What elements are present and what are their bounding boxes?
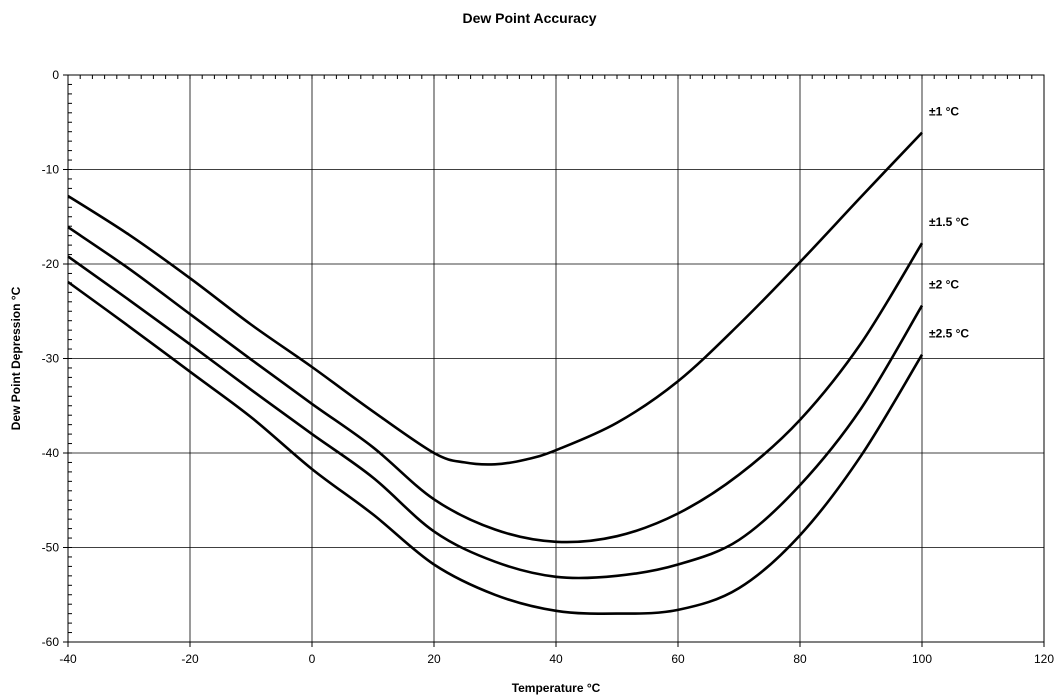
series-label-2: ±1.5 °C (929, 215, 969, 229)
x-tick-label: 120 (1034, 652, 1054, 666)
x-tick-label: 100 (912, 652, 932, 666)
series-line-1 (67, 131, 923, 466)
x-axis-title: Temperature °C (512, 681, 601, 695)
chart-title: Dew Point Accuracy (462, 10, 597, 26)
series-line-4 (67, 280, 924, 615)
series-line-2 (67, 226, 924, 544)
series-label-4: ±2.5 °C (929, 327, 969, 341)
y-tick-label: -50 (42, 541, 60, 555)
series-label-1: ±1 °C (929, 105, 959, 119)
y-tick-label: -20 (42, 257, 60, 271)
y-axis: 0 -10 -20 -30 -40 -50 -60 (42, 68, 68, 649)
grid-layer (68, 75, 1044, 642)
x-axis: -40 -20 0 20 40 60 80 100 120 (59, 642, 1054, 666)
series-label-3: ±2 °C (929, 278, 959, 292)
series-layer (67, 131, 924, 615)
y-tick-label: 0 (52, 68, 59, 82)
series-labels: ±1 °C ±1.5 °C ±2 °C ±2.5 °C (929, 105, 969, 341)
x-tick-label: 60 (671, 652, 685, 666)
x-tick-label: -40 (59, 652, 77, 666)
series-line-3 (67, 255, 924, 580)
x-tick-label: 40 (549, 652, 563, 666)
y-tick-label: -60 (42, 635, 60, 649)
y-axis-title: Dew Point Depression °C (9, 286, 23, 430)
x-tick-label: 20 (427, 652, 441, 666)
x-tick-label: 0 (309, 652, 316, 666)
y-tick-label: -30 (42, 352, 60, 366)
minor-ticks (67, 74, 1045, 643)
y-tick-label: -40 (42, 446, 60, 460)
y-tick-label: -10 (42, 163, 60, 177)
x-tick-label: 80 (793, 652, 807, 666)
x-tick-label: -20 (181, 652, 199, 666)
